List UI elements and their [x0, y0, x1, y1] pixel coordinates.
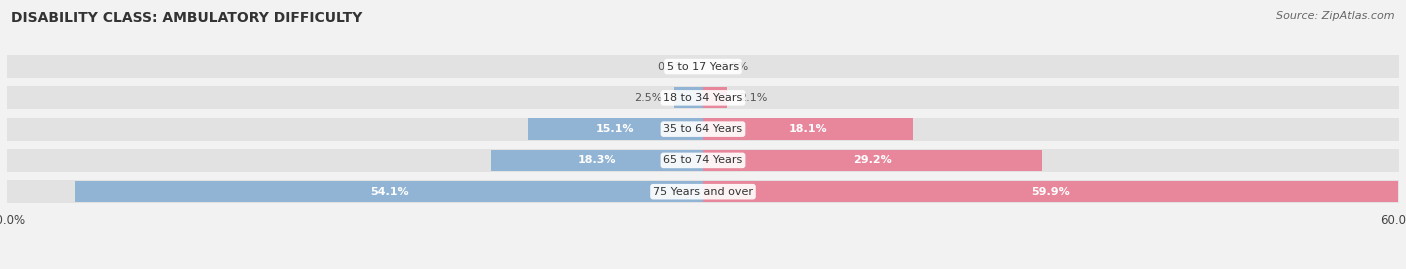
- Text: 15.1%: 15.1%: [596, 124, 634, 134]
- Bar: [703, 118, 912, 140]
- Bar: [76, 181, 703, 202]
- Text: 35 to 64 Years: 35 to 64 Years: [664, 124, 742, 134]
- Text: 18.3%: 18.3%: [578, 155, 616, 165]
- Text: 75 Years and over: 75 Years and over: [652, 187, 754, 197]
- Bar: [703, 87, 727, 108]
- Bar: [7, 86, 1399, 109]
- Text: 0.0%: 0.0%: [720, 62, 748, 72]
- Text: 0.0%: 0.0%: [658, 62, 686, 72]
- Text: 2.5%: 2.5%: [634, 93, 662, 103]
- Text: 18 to 34 Years: 18 to 34 Years: [664, 93, 742, 103]
- Text: 18.1%: 18.1%: [789, 124, 827, 134]
- Text: 59.9%: 59.9%: [1031, 187, 1070, 197]
- Bar: [491, 150, 703, 171]
- Bar: [7, 180, 1399, 203]
- Text: DISABILITY CLASS: AMBULATORY DIFFICULTY: DISABILITY CLASS: AMBULATORY DIFFICULTY: [11, 11, 363, 25]
- Text: 65 to 74 Years: 65 to 74 Years: [664, 155, 742, 165]
- Text: 2.1%: 2.1%: [740, 93, 768, 103]
- Text: 29.2%: 29.2%: [853, 155, 891, 165]
- Bar: [7, 55, 1399, 78]
- Legend: Male, Female: Male, Female: [643, 266, 763, 269]
- Bar: [527, 118, 703, 140]
- Bar: [7, 149, 1399, 172]
- Bar: [703, 150, 1042, 171]
- Bar: [7, 118, 1399, 140]
- Bar: [673, 87, 703, 108]
- Text: 54.1%: 54.1%: [370, 187, 409, 197]
- Text: Source: ZipAtlas.com: Source: ZipAtlas.com: [1277, 11, 1395, 21]
- Bar: [703, 181, 1398, 202]
- Text: 5 to 17 Years: 5 to 17 Years: [666, 62, 740, 72]
